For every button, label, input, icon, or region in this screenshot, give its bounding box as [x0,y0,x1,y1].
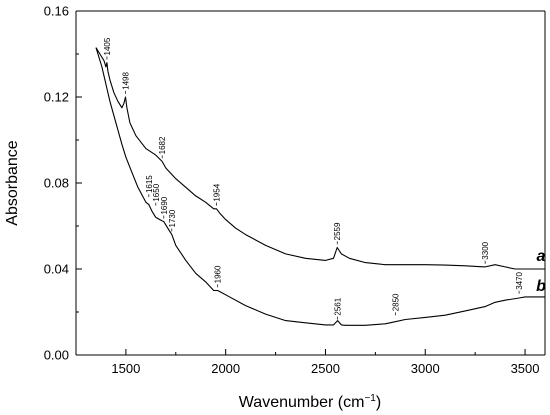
x-ticks: 1500 2000 2500 3000 3500 [75,349,540,376]
peak-label: 3300 [481,241,490,259]
peak-label: 2850 [391,293,400,311]
peak-label: 1405 [103,37,112,55]
x-tick-label: 2500 [311,361,340,376]
peak-label: 2559 [333,222,342,240]
peak-label: 1650 [152,183,161,201]
peak-label: 1954 [213,183,222,201]
peak-label: 1682 [158,136,167,154]
peak-label: 3470 [515,271,524,289]
x-tick-label: 3000 [411,361,440,376]
x-axis-title-main: Wavenumber (cm [239,394,365,411]
y-axis-title: Absorbance [4,140,21,225]
x-tick-label: 3500 [511,361,540,376]
peak-label: 1960 [214,265,223,283]
x-tick-label: 2000 [211,361,240,376]
series-labels: ab [536,248,546,295]
x-axis-title-end: ) [376,394,381,411]
x-tick-label: 1500 [111,361,140,376]
series-label-a: a [537,248,546,265]
y-ticks: 0.00 0.04 0.08 0.12 0.16 [44,4,82,363]
peak-label: 1690 [160,196,169,214]
x-axis-title: Wavenumber (cm−1) [239,393,381,411]
peak-label: 1615 [145,175,154,193]
peak-label: 1498 [121,72,130,90]
x-axis-title-superscript: −1 [364,393,376,404]
y-tick-label: 0.04 [44,262,69,277]
y-tick-label: 0.16 [44,4,69,19]
y-tick-label: 0.00 [44,348,69,363]
peak-label: 1730 [168,209,177,227]
peak-label: 2561 [334,297,343,315]
y-tick-label: 0.08 [44,176,69,191]
y-tick-label: 0.12 [44,90,69,105]
series-line-b [95,47,545,326]
series-line-a [95,47,545,270]
peak-annotations: 1405 1498 1682 1954 2559 3300 1615165016901730… [103,37,524,320]
series-lines [95,47,545,326]
series-label-b: b [536,278,546,295]
